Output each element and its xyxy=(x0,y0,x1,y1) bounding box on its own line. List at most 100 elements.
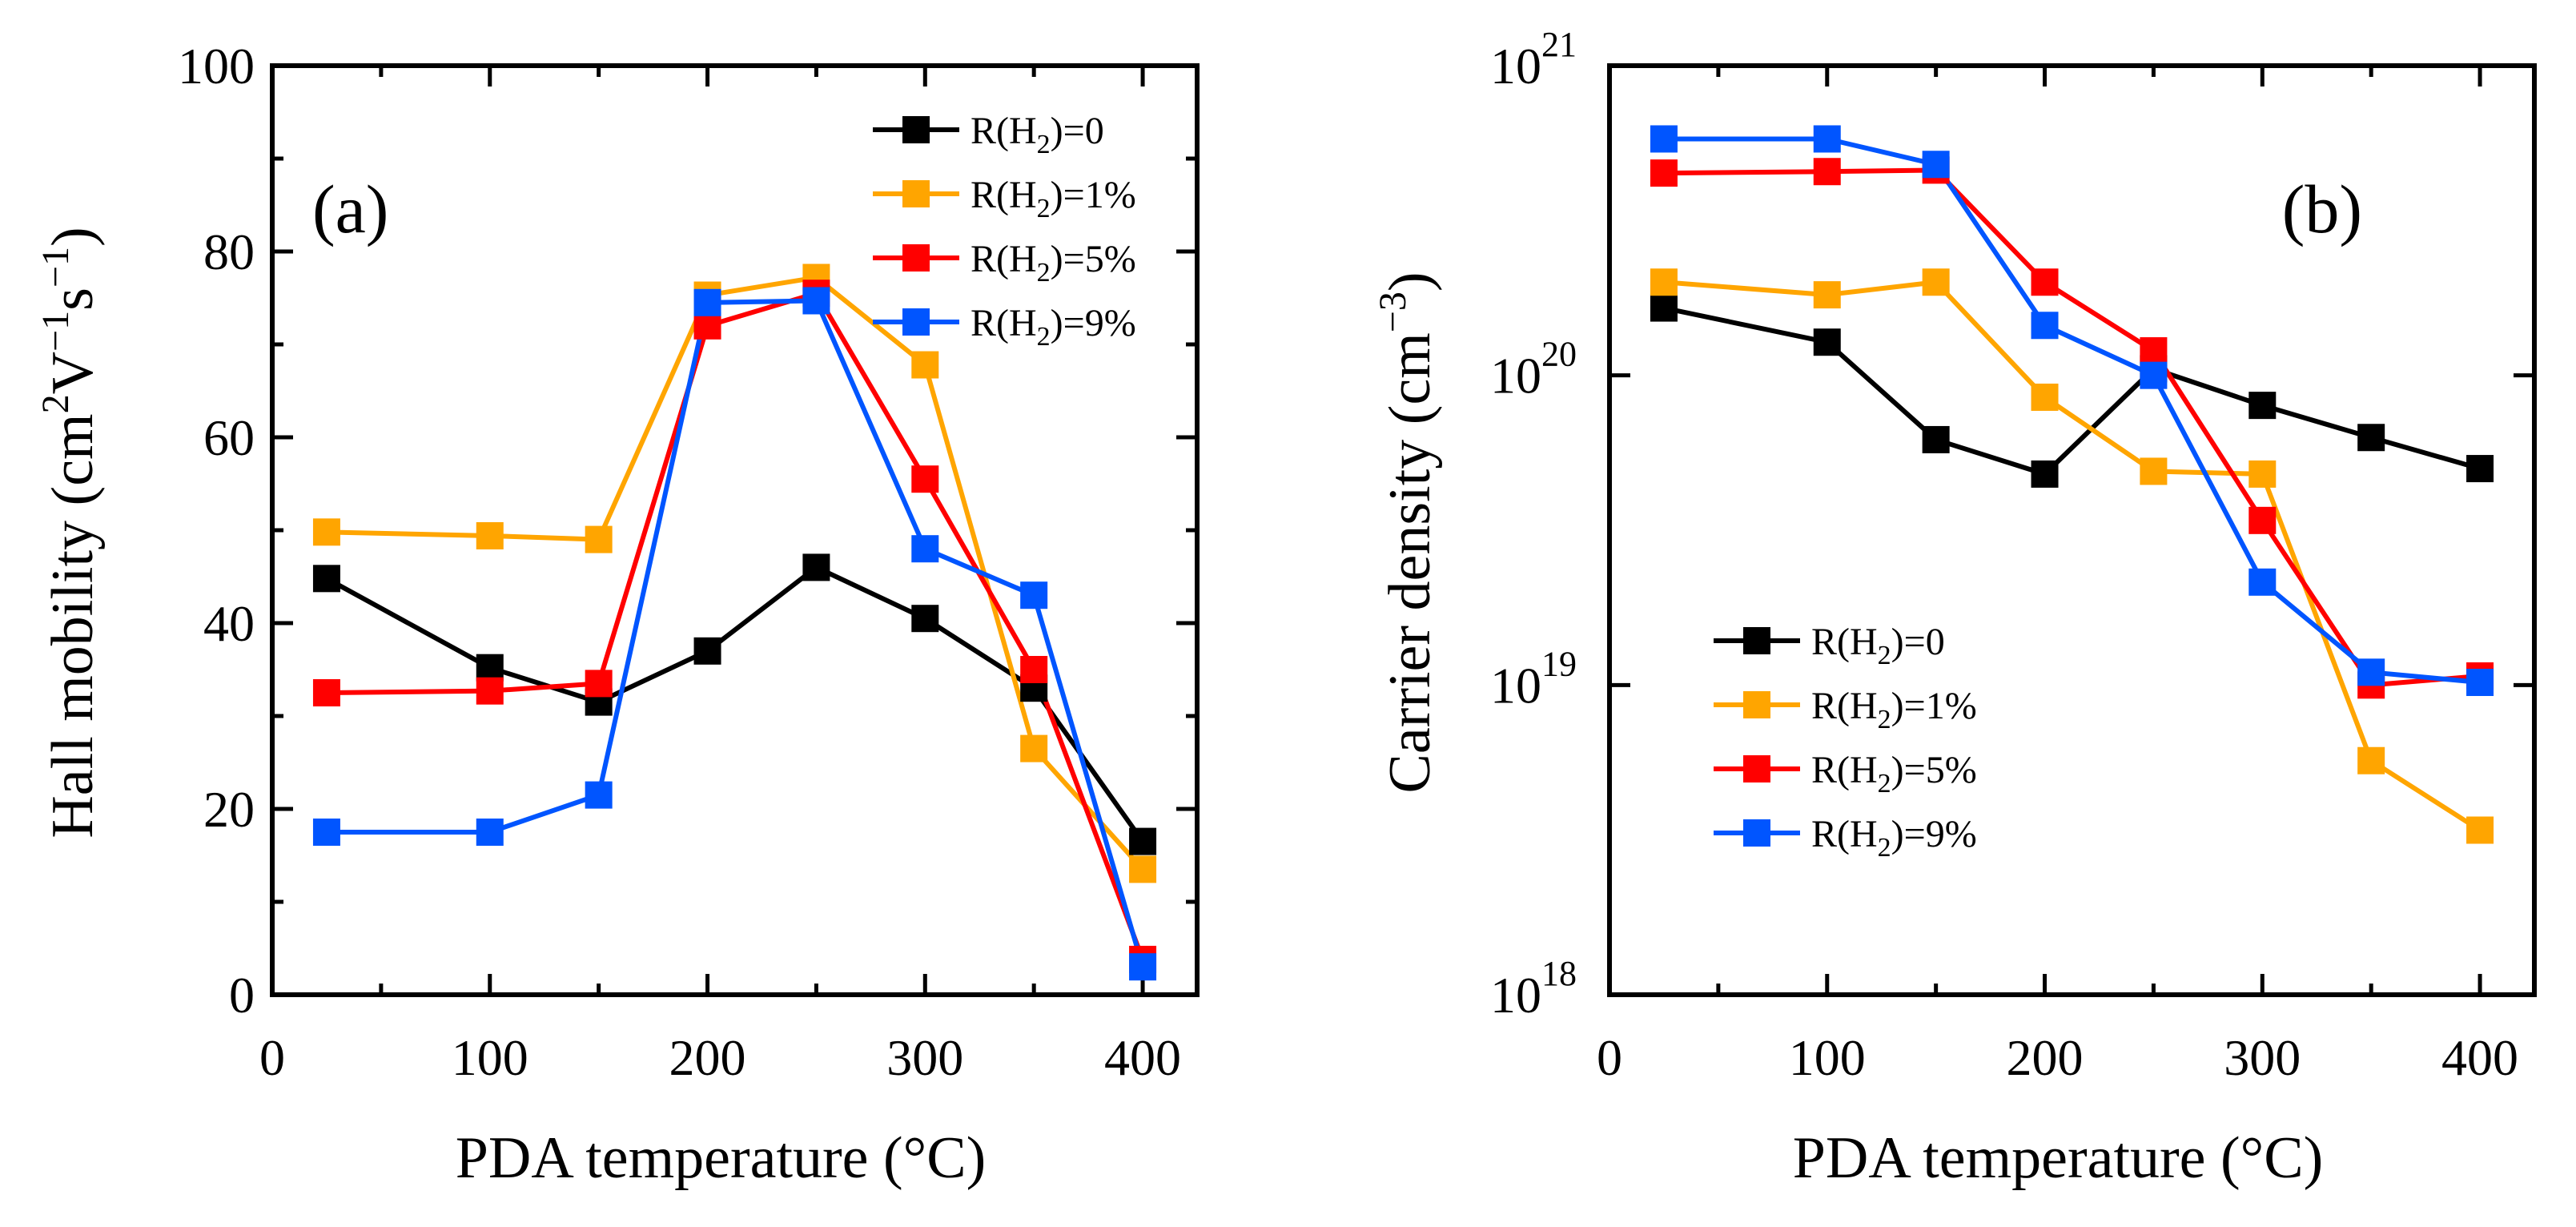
data-point-series-1 xyxy=(2140,457,2168,485)
legend-marker xyxy=(1743,691,1770,718)
series-line-1 xyxy=(326,275,1145,871)
plot-frame xyxy=(1607,63,2537,997)
y-axis-title: Carrier density (cm−3) xyxy=(1372,272,1443,793)
legend: R(H2)=0 R(H2)=1% R(H2)=5% R(H2)=9% xyxy=(873,110,1136,352)
data-point-series-2 xyxy=(1650,159,1678,187)
legend-marker xyxy=(902,180,930,207)
x-axis-title: PDA temperature (°C) xyxy=(1793,1125,2324,1191)
y-tick-label: 1019 xyxy=(1490,644,1577,714)
x-tick-label: 300 xyxy=(886,1029,963,1086)
data-point-series-3 xyxy=(476,819,504,846)
data-point-series-2 xyxy=(693,312,721,340)
x-tick-label: 300 xyxy=(2224,1029,2301,1086)
data-point-series-1 xyxy=(1020,734,1048,762)
legend-label: R(H2)=5% xyxy=(1811,749,1977,799)
data-point-series-0 xyxy=(802,553,830,581)
data-point-series-1 xyxy=(476,521,504,549)
x-tick-label: 200 xyxy=(2007,1029,2084,1086)
data-point-series-0 xyxy=(911,605,939,633)
data-point-series-2 xyxy=(1020,656,1048,683)
data-point-series-0 xyxy=(1813,328,1841,356)
data-point-series-3 xyxy=(2466,669,2494,697)
data-point-series-2 xyxy=(312,679,340,706)
data-point-series-1 xyxy=(1922,268,1950,296)
legend-label: R(H2)=0 xyxy=(1811,621,1945,670)
data-point-series-3 xyxy=(585,781,613,809)
data-point-series-0 xyxy=(2357,424,2385,452)
x-tick-label: 400 xyxy=(1104,1029,1181,1086)
legend-label: R(H2)=5% xyxy=(971,238,1136,288)
data-point-series-3 xyxy=(1650,125,1678,153)
y-tick-label: 0 xyxy=(229,967,255,1024)
series-line-2 xyxy=(326,291,1145,960)
data-point-series-3 xyxy=(2248,568,2277,596)
legend: R(H2)=0 R(H2)=1% R(H2)=5% R(H2)=9% xyxy=(1714,621,1977,863)
chart-panel-a: 0 100 200 300 400 0 20 40 60 80 100 PDA temperature… xyxy=(34,38,1200,1191)
data-point-series-3 xyxy=(911,535,939,563)
y-tick-label: 1018 xyxy=(1490,954,1577,1024)
x-tick-label: 100 xyxy=(452,1029,528,1086)
series-line-3 xyxy=(326,298,1145,968)
data-point-series-3 xyxy=(2140,361,2168,389)
panel-label: (a) xyxy=(312,171,388,247)
data-point-series-0 xyxy=(1650,294,1678,322)
y-axis-title: Hall mobility (cm2V−1s−1) xyxy=(34,227,106,838)
chart-panel-b: 0 100 200 300 400 1018 1019 1020 1021 PDA tempera… xyxy=(1372,25,2537,1191)
panel-label: (b) xyxy=(2282,171,2362,247)
data-point-series-2 xyxy=(2031,268,2059,296)
data-point-series-1 xyxy=(1813,281,1841,309)
x-tick-label: 400 xyxy=(2441,1029,2518,1086)
series-line-0 xyxy=(1663,305,2481,477)
y-tick-label: 60 xyxy=(203,409,255,466)
legend-label: R(H2)=1% xyxy=(1811,685,1977,734)
legend-label: R(H2)=1% xyxy=(971,174,1136,223)
legend-marker xyxy=(1743,819,1770,847)
legend-marker xyxy=(902,308,930,336)
y-tick-label: 40 xyxy=(203,595,255,652)
series-line-1 xyxy=(1663,280,2482,833)
data-point-series-2 xyxy=(2248,506,2277,534)
legend-label: R(H2)=9% xyxy=(971,302,1136,352)
legend-marker xyxy=(902,244,930,272)
x-tick-label: 100 xyxy=(1789,1029,1866,1086)
data-point-series-3 xyxy=(802,287,830,315)
y-tick-label: 1021 xyxy=(1490,25,1577,95)
data-point-series-2 xyxy=(476,677,504,705)
legend-marker xyxy=(902,116,930,143)
data-point-series-0 xyxy=(2466,455,2494,483)
x-tick-label: 0 xyxy=(259,1029,285,1086)
x-tick-label: 0 xyxy=(1597,1029,1622,1086)
data-point-series-2 xyxy=(1813,158,1841,186)
data-point-series-3 xyxy=(1020,581,1048,609)
legend-marker xyxy=(1743,755,1770,782)
legend-label: R(H2)=9% xyxy=(1811,813,1977,863)
data-point-series-0 xyxy=(1922,425,1950,453)
data-point-series-1 xyxy=(2466,816,2494,844)
data-point-series-3 xyxy=(2357,658,2385,686)
data-point-series-3 xyxy=(312,819,340,846)
x-tick-label: 200 xyxy=(669,1029,746,1086)
data-point-series-2 xyxy=(911,465,939,493)
data-point-series-1 xyxy=(585,525,613,553)
y-tick-label: 100 xyxy=(178,38,255,95)
data-point-series-0 xyxy=(2031,460,2059,488)
data-point-series-1 xyxy=(2248,460,2277,488)
data-point-series-0 xyxy=(312,565,340,593)
data-point-series-0 xyxy=(1129,827,1157,855)
data-point-series-1 xyxy=(2357,746,2385,774)
y-tick-label: 1020 xyxy=(1490,335,1577,404)
data-point-series-3 xyxy=(1129,953,1157,981)
y-tick-label: 80 xyxy=(203,223,255,280)
series-line-3 xyxy=(1663,136,2481,685)
legend-marker xyxy=(1743,627,1770,654)
data-point-series-3 xyxy=(1813,125,1841,153)
y-tick-label: 20 xyxy=(203,781,255,838)
data-point-series-2 xyxy=(2140,337,2168,365)
x-axis-title: PDA temperature (°C) xyxy=(456,1125,987,1191)
data-point-series-3 xyxy=(2031,312,2059,340)
legend-label: R(H2)=0 xyxy=(971,110,1104,159)
data-point-series-1 xyxy=(1129,855,1157,883)
data-point-series-1 xyxy=(911,351,939,379)
data-point-series-0 xyxy=(693,637,721,665)
